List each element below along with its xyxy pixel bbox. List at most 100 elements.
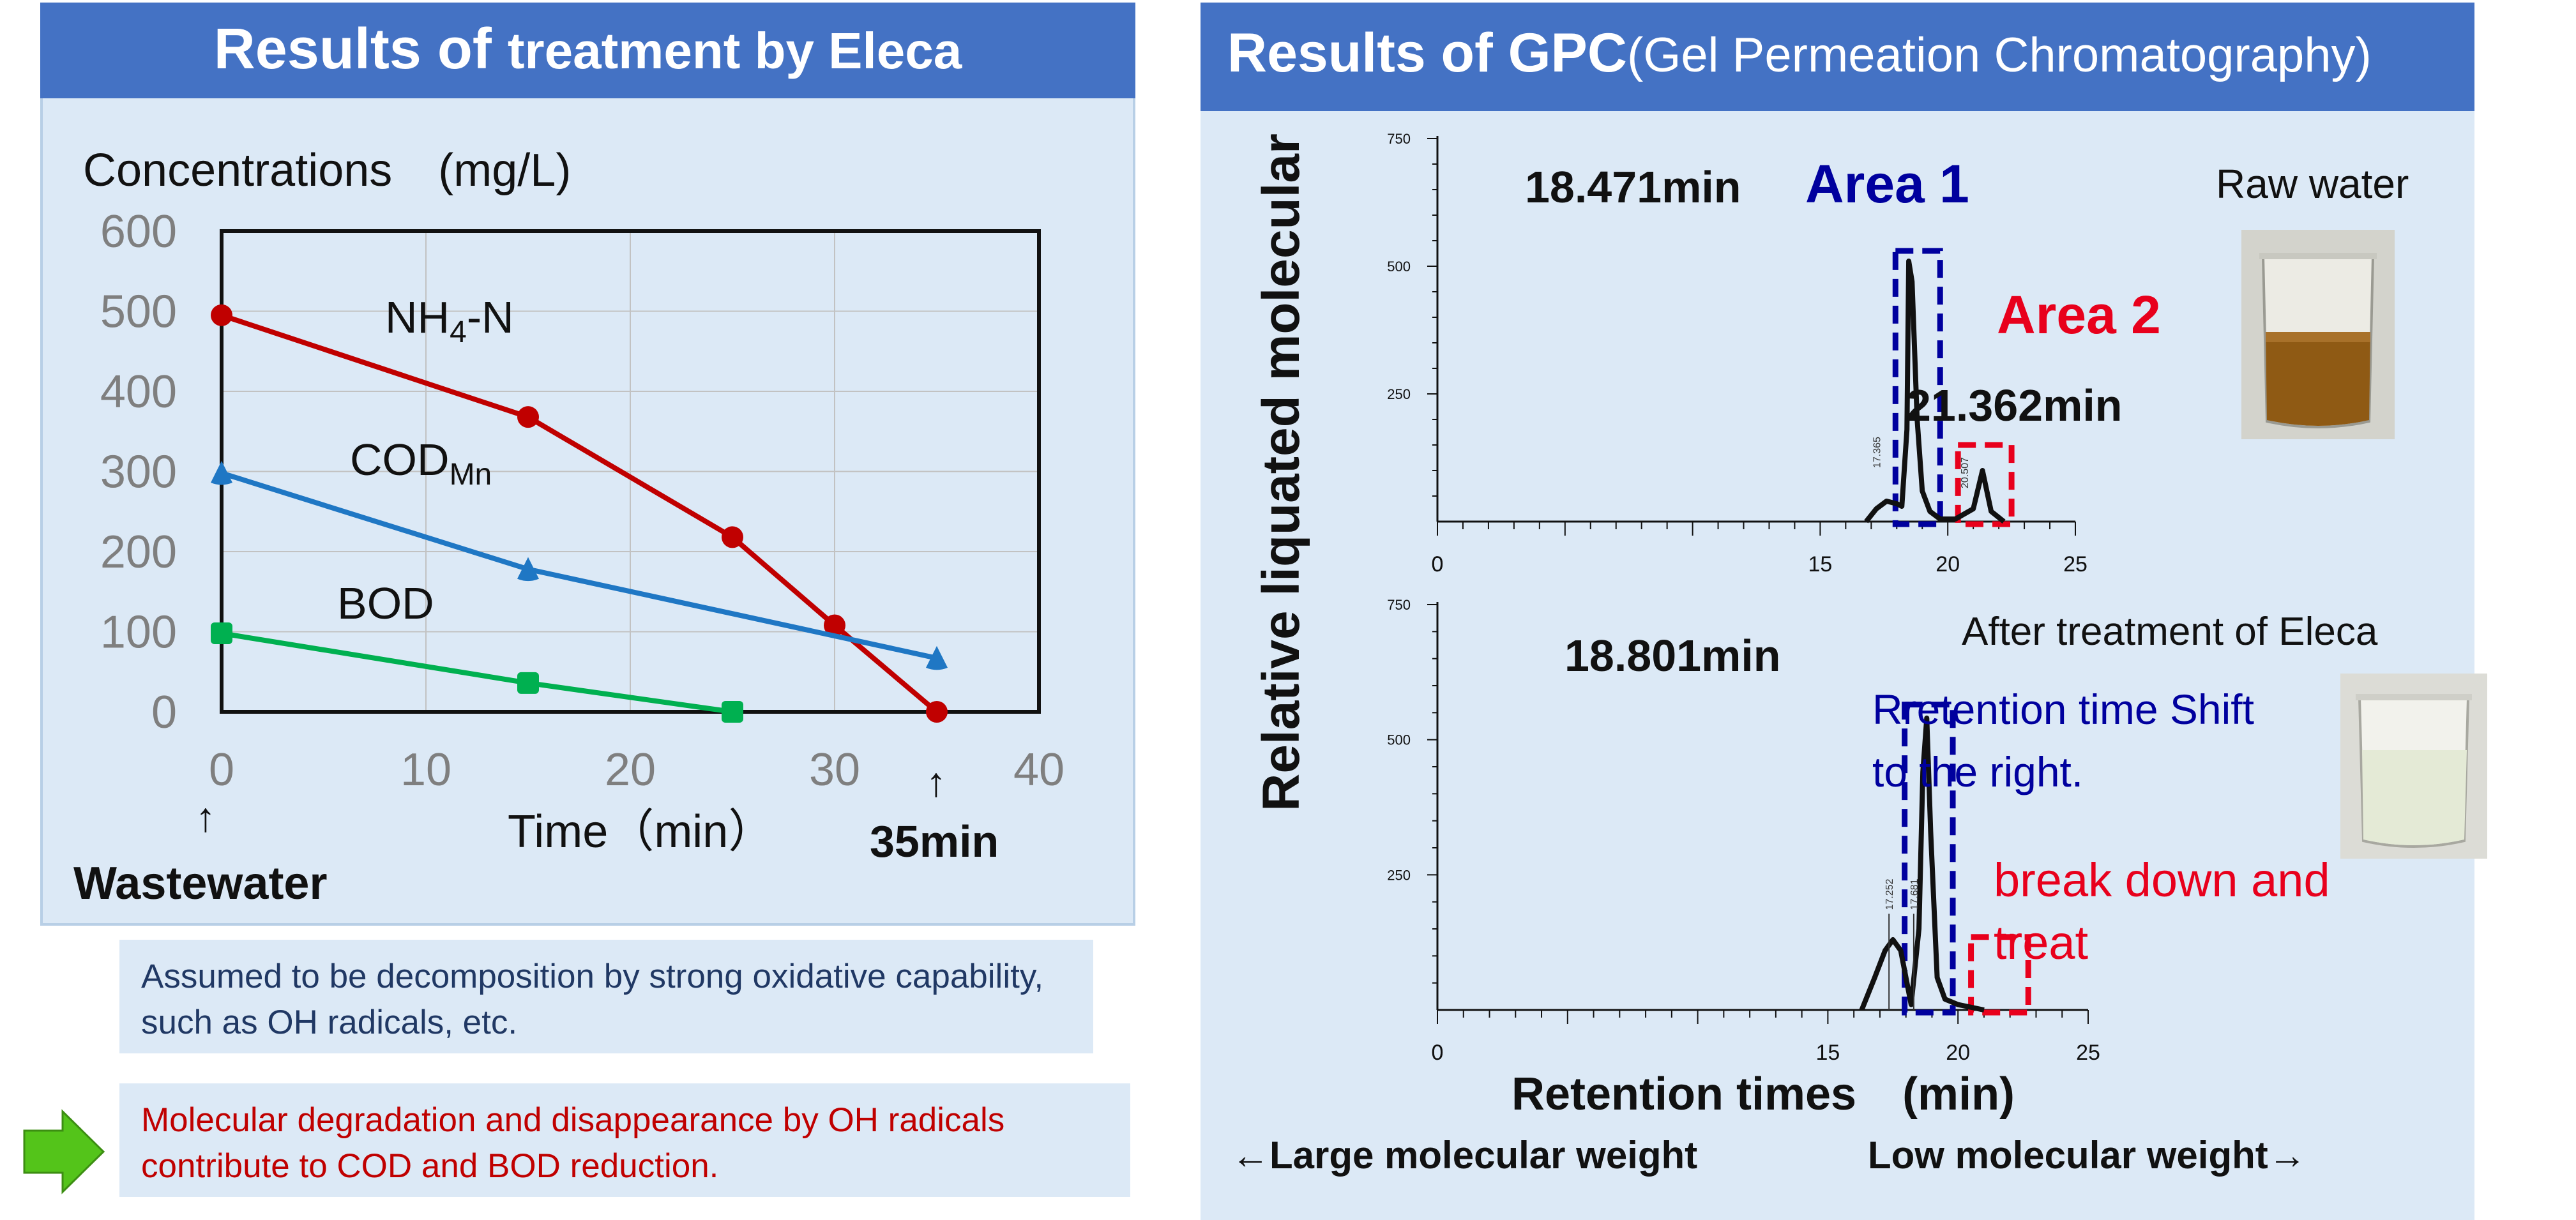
cod-label-main: COD bbox=[350, 435, 450, 485]
right-panel-body bbox=[1201, 3, 2474, 1220]
left-x-axis-title: Time（min） bbox=[508, 806, 775, 857]
nh4-data-point bbox=[517, 406, 539, 428]
gpc-bot-peak-marker-label: 17.681 bbox=[1909, 878, 1920, 910]
shift-annotation-line2: to the right. bbox=[1872, 748, 2084, 795]
y-tick-label: 100 bbox=[100, 607, 177, 658]
low-molecular-weight-label: Low molecular weight→ bbox=[1868, 1134, 2307, 1177]
note-oxidation: Assumed to be decomposition by strong ox… bbox=[119, 940, 1093, 1053]
gpc-bot-y-tick-label: 750 bbox=[1387, 597, 1411, 613]
cod-data-point bbox=[517, 557, 539, 582]
x-tick-label: 30 bbox=[809, 744, 860, 795]
bod-data-point bbox=[211, 622, 232, 645]
y-tick-label: 200 bbox=[100, 527, 177, 578]
cod-data-point bbox=[926, 645, 948, 670]
bod-label: BOD bbox=[337, 578, 434, 628]
shift-annotation: Rretention time Shift to the right. bbox=[1872, 678, 2254, 803]
x-tick-label: 0 bbox=[209, 744, 234, 795]
right-y-axis-title: Relative liquated molecular bbox=[1252, 133, 1310, 811]
gpc-top-chromatogram-line bbox=[1864, 259, 2006, 524]
area1-label: Area 1 bbox=[1805, 154, 1969, 214]
time-35min-arrow: ↑ bbox=[926, 759, 946, 805]
left-y-axis-title: Concentrations (mg/L) bbox=[83, 145, 572, 196]
cod-label: CODMn bbox=[350, 431, 492, 504]
treated-beaker-image bbox=[2340, 674, 2487, 859]
gpc-bot-peak-marker-label: 17.252 bbox=[1884, 878, 1895, 910]
gpc-top-peak-marker-label: 17.365 bbox=[1872, 437, 1883, 468]
gpc-bot-y-tick-label: 250 bbox=[1387, 867, 1411, 883]
left-title-part-a: Results of bbox=[213, 17, 508, 81]
shift-box bbox=[1902, 702, 1956, 1016]
bod-data-point bbox=[722, 701, 743, 723]
nh4-label-tail: -N bbox=[466, 292, 514, 342]
raw-water-beaker-image bbox=[2241, 230, 2395, 439]
gpc-top-x-tick-label: 15 bbox=[1808, 552, 1832, 576]
y-tick-label: 500 bbox=[100, 287, 177, 338]
y-tick-label: 300 bbox=[100, 447, 177, 498]
area2-label: Area 2 bbox=[1997, 285, 2161, 345]
time-35min-label: 35min bbox=[870, 817, 999, 866]
wastewater-arrow: ↑ bbox=[195, 794, 216, 840]
area2-box bbox=[1955, 442, 2015, 527]
note-degradation-text: Molecular degradation and disappearance … bbox=[141, 1101, 1005, 1185]
peak1-time-label: 18.471min bbox=[1525, 162, 1741, 212]
gpc-bot-x-tick-label: 0 bbox=[1432, 1041, 1444, 1065]
right-x-axis-title: Retention times (min) bbox=[1512, 1069, 2015, 1120]
breakdown-box bbox=[1968, 934, 2031, 1016]
nh4-data-point bbox=[722, 526, 743, 548]
x-tick-label: 20 bbox=[605, 744, 656, 795]
left-title: Results of treatment by Eleca bbox=[40, 14, 1135, 86]
peak2-time-label: 21.362min bbox=[1906, 380, 2123, 430]
raw-water-label: Raw water bbox=[2216, 161, 2409, 207]
break-annotation-line2: treat bbox=[1994, 916, 2089, 969]
area1-box bbox=[1892, 248, 1943, 527]
note-degradation: Molecular degradation and disappearance … bbox=[119, 1083, 1130, 1197]
peak-treated-time-label: 18.801min bbox=[1565, 631, 1781, 681]
nh4-data-point bbox=[211, 304, 232, 326]
treated-sample-label: After treatment of Eleca bbox=[1962, 610, 2378, 654]
right-title-part-b: (Gel Permeation Chromatography) bbox=[1626, 28, 2372, 82]
gpc-top-y-tick-label: 250 bbox=[1387, 386, 1411, 402]
gpc-top-x-tick-label: 0 bbox=[1432, 552, 1444, 576]
gpc-bot-x-tick-label: 25 bbox=[2076, 1041, 2100, 1065]
nh4-label-sub: 4 bbox=[450, 315, 467, 349]
x-tick-label: 40 bbox=[1013, 744, 1064, 795]
gpc-bot-y-tick-label: 500 bbox=[1387, 732, 1411, 748]
gpc-bot-x-tick-label: 0 bbox=[1432, 1041, 1444, 1065]
y-tick-label: 400 bbox=[100, 366, 177, 418]
break-annotation-line1: break down and bbox=[1994, 854, 2330, 907]
y-tick-label: 0 bbox=[151, 687, 177, 738]
gpc-top-y-tick-label: 750 bbox=[1387, 131, 1411, 147]
gpc-top-y-tick-label: 500 bbox=[1387, 259, 1411, 275]
green-arrow-icon bbox=[23, 1109, 105, 1194]
y-tick-label: 600 bbox=[100, 206, 177, 257]
break-annotation: break down and treat bbox=[1994, 849, 2330, 974]
large-molecular-weight-label: ←Large molecular weight bbox=[1231, 1134, 1698, 1177]
left-title-bar bbox=[40, 3, 1135, 98]
gpc-top-x-tick-label: 0 bbox=[1432, 552, 1444, 576]
gpc-bot-x-tick-label: 15 bbox=[1815, 1041, 1840, 1065]
right-title-bar bbox=[1201, 3, 2474, 111]
x-tick-label: 10 bbox=[400, 744, 451, 795]
gpc-top-peak-marker-label: 20.507 bbox=[1960, 457, 1971, 488]
gpc-bot-x-tick-label: 20 bbox=[1946, 1041, 1970, 1065]
wastewater-label: Wastewater bbox=[73, 858, 328, 909]
cod-data-point bbox=[211, 461, 232, 485]
right-title: Results of GPC(Gel Permeation Chromatogr… bbox=[1227, 18, 2372, 91]
shift-annotation-line1: Rretention time Shift bbox=[1872, 686, 2254, 733]
bod-data-point bbox=[517, 672, 539, 694]
nh4-data-point bbox=[824, 614, 845, 636]
left-title-part-b: treatment by Eleca bbox=[507, 22, 962, 79]
nh4-label: NH4-N bbox=[385, 289, 514, 361]
cod-label-sub: Mn bbox=[449, 458, 492, 492]
nh4-data-point bbox=[926, 701, 948, 723]
gpc-bot-chromatogram-line bbox=[1859, 715, 1985, 1013]
gpc-top-x-tick-label: 25 bbox=[2063, 552, 2087, 576]
right-title-part-a: Results of GPC bbox=[1227, 22, 1627, 84]
gpc-top-x-tick-label: 20 bbox=[1936, 552, 1960, 576]
note-oxidation-text: Assumed to be decomposition by strong ox… bbox=[141, 958, 1044, 1041]
nh4-label-main: NH bbox=[385, 292, 450, 342]
